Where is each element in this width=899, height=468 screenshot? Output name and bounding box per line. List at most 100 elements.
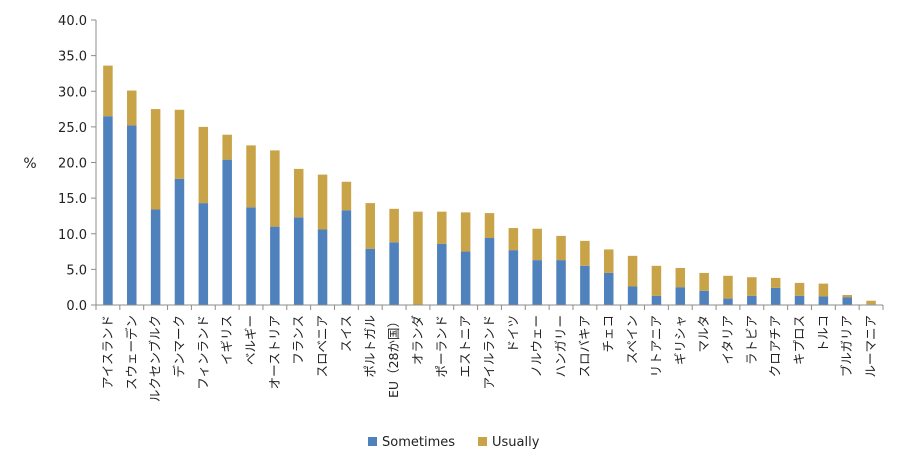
bar-usually-18 [532, 228, 542, 261]
x-tick-label: EU（28か国） [386, 315, 401, 398]
bar-sometimes-26 [723, 298, 733, 305]
bar-usually-28 [770, 277, 781, 288]
legend-swatch-sometimes [368, 437, 377, 446]
x-tick-label: クロアチア [768, 315, 783, 377]
bar-sometimes-1 [127, 125, 137, 305]
x-tick-label: ハンガリー [553, 315, 568, 378]
x-tick-label: ポルトガル [362, 315, 377, 378]
x-axis: アイスランド スウェーデン ルクセンブルク デンマーク フィンランド イギリス ベルギー オー… [95, 304, 884, 402]
bar-usually-12 [389, 208, 399, 243]
x-tick-label: ドイツ [505, 315, 520, 353]
y-tick-label: 35.0 [58, 50, 87, 65]
bar-sometimes-19 [556, 260, 566, 305]
bar-usually-10 [341, 181, 352, 211]
legend-label-usually: Usually [492, 435, 540, 450]
bar-usually-14 [437, 211, 447, 244]
bar-sometimes-5 [222, 159, 232, 305]
bar-usually-25 [699, 272, 709, 291]
bar-sometimes-9 [317, 229, 328, 305]
bar-sometimes-11 [365, 248, 376, 305]
bar-sometimes-17 [508, 250, 519, 305]
y-tick-label: 20.0 [58, 157, 87, 172]
bar-usually-13 [413, 211, 423, 305]
y-tick-label: 40.0 [58, 14, 87, 29]
bar-sometimes-28 [770, 287, 781, 305]
x-tick-label: スロベニア [315, 315, 330, 378]
x-tick-label: ギリシャ [672, 315, 687, 365]
x-tick-label: アイルランド [482, 315, 497, 389]
bar-sometimes-3 [174, 178, 185, 305]
x-tick-label: ノルウェー [529, 315, 544, 378]
x-tick-label: マルタ [696, 315, 711, 353]
bar-usually-31 [842, 295, 852, 298]
x-tick-label: デンマーク [171, 315, 186, 378]
y-tick-label: 5.0 [66, 263, 87, 278]
bar-usually-30 [818, 283, 829, 297]
x-tick-label: チェコ [601, 315, 616, 353]
bar-sometimes-6 [246, 207, 256, 305]
bar-usually-22 [627, 255, 638, 287]
bar-sometimes-10 [341, 210, 352, 305]
bar-sometimes-25 [699, 290, 709, 305]
bar-usually-0 [103, 65, 113, 117]
x-tick-label: キプロス [792, 315, 807, 365]
x-tick-label: イタリア [720, 315, 735, 365]
bar-sometimes-12 [389, 242, 399, 305]
legend-swatch-usually [478, 437, 487, 446]
bar-sometimes-15 [460, 251, 471, 305]
x-tick-label: フランス [291, 315, 306, 365]
bar-sometimes-8 [293, 217, 304, 305]
bar-usually-7 [270, 150, 280, 227]
bar-sometimes-14 [437, 243, 447, 305]
x-tick-label: フィンランド [195, 315, 210, 390]
x-tick-label: エストニア [458, 315, 473, 378]
y-axis: 0.0 5.0 10.0 15.0 20.0 25.0 30.0 35.0 40.0 [58, 14, 97, 314]
bar-sometimes-18 [532, 260, 542, 305]
y-tick-label: 25.0 [58, 121, 87, 136]
x-tick-label: イギリス [219, 315, 234, 365]
x-tick-label: ポーランド [434, 315, 449, 378]
bar-sometimes-24 [675, 287, 686, 305]
bar-sometimes-30 [818, 296, 829, 305]
x-tick-label: ラトビア [744, 315, 759, 365]
bar-usually-2 [150, 109, 161, 210]
x-tick-label: ブルガリア [839, 315, 854, 377]
y-tick-label: 10.0 [58, 228, 87, 243]
bar-usually-6 [246, 145, 256, 208]
bar-usually-20 [580, 240, 590, 266]
bar-usually-24 [675, 267, 686, 288]
bar-usually-5 [222, 134, 232, 160]
bar-usually-23 [651, 265, 662, 296]
bar-sometimes-29 [794, 295, 805, 305]
x-tick-label: ベルギー [243, 315, 258, 365]
bar-sometimes-0 [103, 116, 113, 305]
y-tick-label: 30.0 [58, 85, 87, 100]
y-tick-label: 15.0 [58, 192, 87, 207]
bar-sometimes-23 [651, 295, 662, 305]
bar-usually-21 [603, 249, 614, 273]
x-tick-label: オランダ [410, 315, 425, 365]
bar-usually-1 [127, 90, 137, 126]
bar-usually-27 [747, 277, 757, 296]
bar-sometimes-2 [150, 209, 161, 305]
bar-sometimes-20 [580, 265, 590, 305]
bar-sometimes-16 [484, 238, 495, 305]
bar-sometimes-4 [198, 203, 209, 305]
bar-usually-15 [460, 212, 471, 252]
bar-usually-29 [794, 282, 805, 296]
bar-sometimes-31 [842, 297, 852, 305]
x-tick-label: ルーマニア [863, 315, 878, 378]
y-axis-label: % [23, 156, 36, 172]
legend-label-sometimes: Sometimes [382, 435, 455, 450]
bar-usually-9 [317, 174, 328, 230]
x-tick-label: トルコ [815, 315, 830, 352]
bar-usually-19 [556, 235, 566, 261]
bar-usually-11 [365, 203, 376, 249]
bar-usually-17 [508, 228, 519, 251]
x-tick-label: リトアニア [648, 315, 663, 377]
x-tick-label: スペイン [625, 315, 640, 364]
y-tick-label: 0.0 [66, 299, 87, 314]
bar-usually-4 [198, 126, 209, 204]
bar-sometimes-22 [627, 286, 638, 305]
